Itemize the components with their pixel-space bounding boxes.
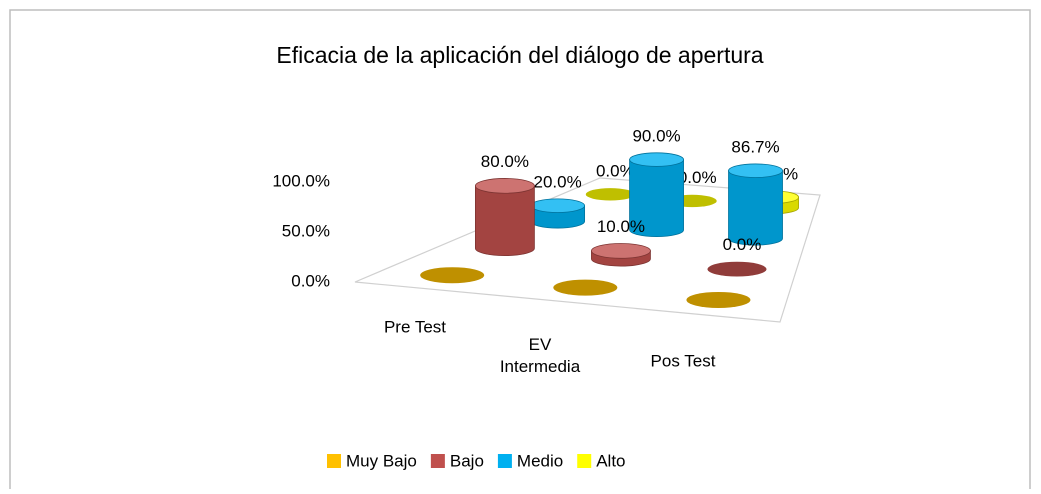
legend-swatch xyxy=(497,454,512,468)
data-label: 0.0% xyxy=(678,168,717,187)
cylinder xyxy=(474,185,535,257)
y-tick-label: 50.0% xyxy=(282,222,330,241)
x-tick-label: Pos Test xyxy=(651,351,716,370)
disc xyxy=(420,267,485,284)
legend-swatch xyxy=(327,454,341,468)
y-tick-label: 0.0% xyxy=(291,271,330,290)
x-tick-label-line: Intermedia xyxy=(500,357,581,376)
chart-title: Eficacia de la aplicación del diálogo de… xyxy=(276,42,763,68)
disc xyxy=(553,279,618,296)
data-label: 20.0% xyxy=(534,172,582,191)
cylinder-top xyxy=(530,198,586,213)
cylinder-top xyxy=(728,163,783,178)
cylinder-top xyxy=(474,178,535,194)
disc xyxy=(686,291,751,308)
legend-label: Bajo xyxy=(450,451,484,470)
legend-label: Alto xyxy=(596,451,625,470)
data-label: 10.0% xyxy=(597,217,645,236)
data-label: 0.0% xyxy=(596,162,635,181)
disc xyxy=(585,188,635,201)
x-tick-label: Pre Test xyxy=(384,317,446,336)
legend-label: Muy Bajo xyxy=(346,451,417,470)
y-tick-label: 100.0% xyxy=(272,172,330,191)
x-tick-label: EV Intermedia xyxy=(500,335,581,376)
data-label: 80.0% xyxy=(481,152,529,171)
cylinder xyxy=(728,170,783,246)
legend-swatch xyxy=(430,454,445,468)
data-label: 90.0% xyxy=(632,126,680,145)
legend-swatch xyxy=(577,454,592,468)
disc xyxy=(707,261,767,277)
x-tick-label-line: EV xyxy=(529,335,552,354)
data-label: 0.0% xyxy=(723,235,762,254)
data-label: 86.7% xyxy=(731,137,779,156)
cylinder-top xyxy=(591,243,651,259)
cylinder xyxy=(629,159,684,238)
legend-label: Medio xyxy=(517,451,563,470)
cylinder-top xyxy=(629,152,684,167)
